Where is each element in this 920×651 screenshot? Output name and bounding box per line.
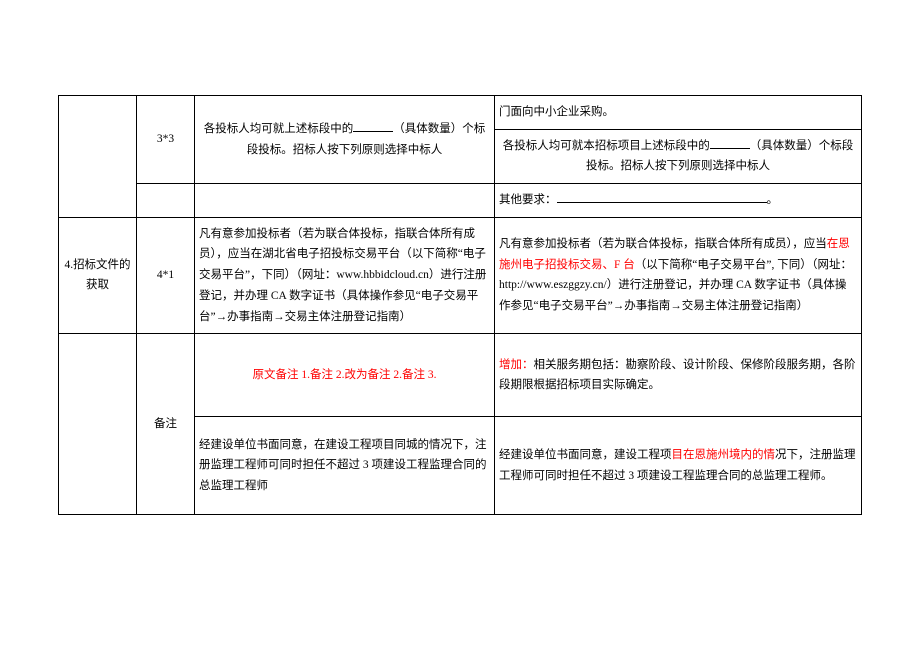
text-fragment: 经建设单位书面同意，建设工程项 <box>499 449 672 461</box>
text-fragment: 各投标人均可就本招标项目上述标段中的 <box>503 140 710 152</box>
table-row: 4.招标文件的获取 4*1 凡有意参加投标者（若为联合体投标，指联合体所有成员）… <box>59 217 862 333</box>
blank-underline <box>710 136 750 149</box>
text-fragment-red: 原文备注 1.备注 2.改为备注 2.备注 3. <box>253 369 437 381</box>
page-container: 3*3 各投标人均可就上述标段中的（具体数量）个标段投标。招标人按下列原则选择中… <box>0 0 920 651</box>
cell-section-empty-notes <box>59 334 137 515</box>
cell-index-empty <box>137 184 195 218</box>
cell-other-requirements: 其他要求： 。 <box>495 184 862 218</box>
table-row: 其他要求： 。 <box>59 184 862 218</box>
cell-original-note-engineer: 经建设单位书面同意，在建设工程项目同城的情况下，注册监理工程师可同时担任不超过 … <box>195 417 495 515</box>
table-row: 3*3 各投标人均可就上述标段中的（具体数量）个标段投标。招标人按下列原则选择中… <box>59 96 862 130</box>
cell-revised-top: 门面向中小企业采购。 <box>495 96 862 130</box>
blank-underline <box>353 119 393 132</box>
table-row: 备注 原文备注 1.备注 2.改为备注 2.备注 3. 增加：相关服务期包括：勘… <box>59 334 862 417</box>
cell-original-4-1: 凡有意参加投标者（若为联合体投标，指联合体所有成员），应当在湖北省电子招投标交易… <box>195 217 495 333</box>
cell-revised-3-3: 各投标人均可就本招标项目上述标段中的（具体数量）个标段投标。招标人按下列原则选择… <box>495 129 862 183</box>
text-fragment: 凡有意参加投标者（若为联合体投标，指联合体所有成员），应当 <box>499 238 827 250</box>
text-period: 。 <box>767 194 779 206</box>
text-fragment: 各投标人均可就上述标段中的 <box>204 123 354 135</box>
cell-index-4-1: 4*1 <box>137 217 195 333</box>
cell-revised-note-engineer: 经建设单位书面同意，建设工程项目在恩施州境内的情况下，注册监理工程师可同时担任不… <box>495 417 862 515</box>
comparison-table: 3*3 各投标人均可就上述标段中的（具体数量）个标段投标。招标人按下列原则选择中… <box>58 95 862 515</box>
text-fragment-red: 增加： <box>499 359 534 371</box>
blank-underline-long <box>557 191 767 204</box>
cell-original-3-3: 各投标人均可就上述标段中的（具体数量）个标段投标。招标人按下列原则选择中标人 <box>195 96 495 184</box>
cell-revised-4-1: 凡有意参加投标者（若为联合体投标，指联合体所有成员），应当在恩施州电子招投标交易… <box>495 217 862 333</box>
label-other-req: 其他要求： <box>499 194 557 206</box>
cell-revised-note-added: 增加：相关服务期包括：勘察阶段、设计阶段、保修阶段服务期，各阶段期限根据招标项目… <box>495 334 862 417</box>
cell-index-notes: 备注 <box>137 334 195 515</box>
text-fragment-red: 目在恩施州境内的情 <box>672 449 776 461</box>
cell-index-3-3: 3*3 <box>137 96 195 184</box>
cell-section-4: 4.招标文件的获取 <box>59 217 137 333</box>
cell-original-note-red: 原文备注 1.备注 2.改为备注 2.备注 3. <box>195 334 495 417</box>
cell-section-empty <box>59 96 137 218</box>
text-fragment: 相关服务期包括：勘察阶段、设计阶段、保修阶段服务期，各阶段期限根据招标项目实际确… <box>499 359 856 392</box>
cell-original-empty <box>195 184 495 218</box>
